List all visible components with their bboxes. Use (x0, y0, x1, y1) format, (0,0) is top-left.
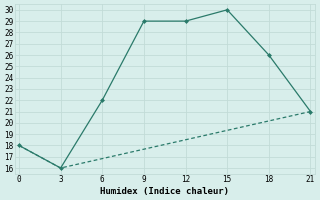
X-axis label: Humidex (Indice chaleur): Humidex (Indice chaleur) (100, 187, 229, 196)
